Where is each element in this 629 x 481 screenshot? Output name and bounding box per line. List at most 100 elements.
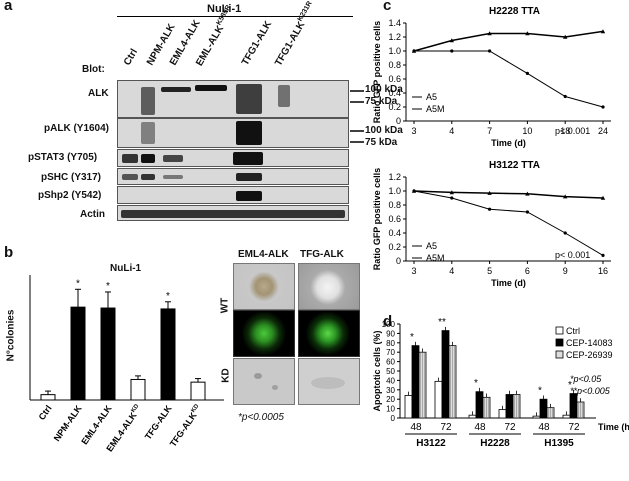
blot-cell-line: NuLi-1 — [207, 3, 242, 15]
x-tick-label: 5 — [487, 266, 492, 276]
data-point — [525, 71, 529, 75]
marker-arrows — [350, 90, 364, 143]
data-point — [600, 195, 606, 200]
row-label-pshp2: pShp2 (Y542) — [38, 190, 102, 201]
tick-label: Ctrl — [37, 403, 54, 421]
legend-label: CEP-14083 — [566, 338, 613, 348]
blot-alk — [117, 80, 349, 118]
y-tick-label: 30 — [386, 386, 395, 395]
x-tick-label: 10 — [522, 126, 532, 136]
bar-ctrl — [404, 395, 413, 419]
tick-superscript: KD — [130, 403, 140, 414]
marker-palk-100: 100 kDa — [365, 125, 403, 136]
y-tick-label: 1.0 — [388, 46, 401, 56]
bar-ctrl — [532, 415, 541, 419]
bar-cep-14083 — [505, 394, 514, 419]
data-point — [487, 31, 492, 36]
chart-title: H2228 TTA — [489, 6, 540, 17]
blot-actin — [117, 205, 349, 221]
x-axis-label: Time (h) — [598, 422, 629, 432]
bar-cep-14083 — [539, 398, 548, 419]
x-tick-label: 72 — [440, 422, 452, 433]
bar-ctrl — [498, 409, 507, 419]
tick-label: NPM-ALK — [52, 403, 84, 443]
tick-label: TFG-ALKKD — [168, 403, 204, 449]
bar-cep-14083 — [411, 345, 420, 419]
row-label-palk: pALK (Y1604) — [44, 123, 110, 134]
bar-ctrl — [562, 414, 571, 419]
y-tick-label: 1.2 — [388, 172, 401, 182]
marker-alk-100: 100 kDa — [365, 84, 403, 95]
legend-label-a5m: A5M — [426, 253, 445, 263]
bar — [190, 381, 206, 401]
y-axis-label: Ratio GFP positive cells — [372, 168, 382, 270]
tick-label: TFG-ALK — [143, 403, 174, 441]
significance-mark: * — [568, 380, 572, 391]
y-tick-label: 10 — [386, 405, 395, 414]
group-label: H1395 — [544, 438, 574, 449]
group-label: H3122 — [416, 438, 446, 449]
x-tick-label: 3 — [411, 126, 416, 136]
y-tick-label: 0 — [396, 116, 401, 126]
significance-mark: ** — [438, 317, 446, 328]
colony-bar-chart: Ctrl*NPM-ALK*EML4-ALKEML4-ALKKD*TFG-ALKT… — [29, 275, 224, 454]
panel-b-letter: b — [4, 244, 14, 261]
y-tick-label: 0 — [391, 414, 396, 423]
data-point — [450, 196, 454, 200]
panel-c-letter: c — [383, 0, 392, 14]
group-label: H2228 — [480, 438, 510, 449]
colony-image-eml4-wt-gfp — [233, 310, 295, 357]
data-point — [525, 210, 529, 214]
data-point — [563, 94, 567, 99]
blot-pshp2 — [117, 186, 349, 204]
legend-swatch — [555, 350, 564, 359]
significance-star: * — [76, 278, 80, 289]
y-tick-label: 1.0 — [388, 186, 401, 196]
legend-swatch — [555, 326, 564, 335]
colony-image-eml4-wt-bright — [233, 263, 295, 310]
y-tick-label: 0.4 — [388, 88, 401, 98]
row-label-pstat3: pSTAT3 (Y705) — [28, 152, 98, 163]
colony-row-wt: WT — [219, 297, 231, 314]
legend-label-a5: A5 — [426, 241, 437, 251]
x-tick-label: 16 — [598, 266, 608, 276]
data-point — [601, 105, 605, 109]
y-tick-label: 1.2 — [388, 32, 401, 42]
y-tick-label: 0.6 — [388, 214, 401, 224]
bar — [40, 394, 56, 401]
significance-note: *p<0.05 — [570, 374, 602, 384]
x-tick-label: 4 — [449, 266, 454, 276]
bar — [100, 307, 116, 401]
data-point — [488, 49, 492, 53]
blot-pstat3 — [117, 149, 349, 167]
x-tick-label: 24 — [598, 126, 608, 136]
series-line-a5m — [413, 30, 604, 52]
y-tick-label: 0 — [396, 256, 401, 266]
data-point — [487, 190, 492, 195]
x-tick-label: 4 — [449, 126, 454, 136]
data-point — [450, 49, 454, 53]
bar-cep-14083 — [441, 330, 450, 419]
y-tick-label: 50 — [386, 367, 395, 376]
colony-image-tfg-kd — [298, 358, 360, 405]
y-tick-label: 1.4 — [388, 18, 401, 28]
data-point — [563, 34, 568, 39]
colony-image-tfg-wt-gfp — [298, 310, 360, 357]
blot-palk — [117, 118, 349, 148]
data-point — [525, 31, 530, 36]
y-tick-label: 0.4 — [388, 228, 401, 238]
y-tick-label: 70 — [386, 348, 395, 357]
data-point — [563, 231, 567, 235]
x-tick-label: 72 — [568, 422, 580, 433]
data-point — [488, 207, 492, 211]
y-tick-label: 100 — [382, 320, 396, 329]
data-point — [411, 188, 417, 193]
legend-label-a5m: A5M — [426, 104, 445, 114]
y-tick-label: 20 — [386, 395, 395, 404]
series-line-a5 — [414, 50, 604, 108]
colony-col-eml4: EML4-ALK — [238, 249, 289, 260]
x-axis-label: Time (d) — [491, 278, 526, 288]
significance-mark: * — [410, 332, 414, 343]
y-tick-label: 90 — [386, 329, 395, 338]
